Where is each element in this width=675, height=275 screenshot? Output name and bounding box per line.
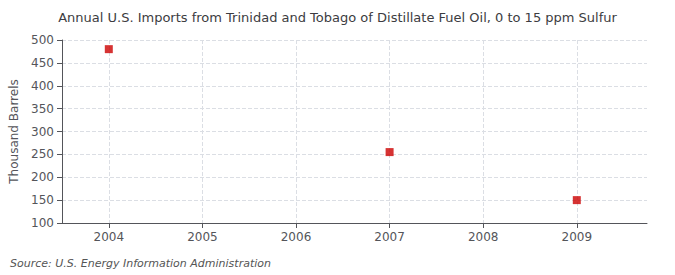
svg-text:2008: 2008	[468, 230, 499, 244]
svg-text:2005: 2005	[187, 230, 218, 244]
svg-text:400: 400	[31, 79, 54, 93]
svg-text:Annual U.S. Imports from Trini: Annual U.S. Imports from Trinidad and To…	[58, 10, 617, 25]
svg-text:500: 500	[31, 33, 54, 47]
svg-text:2006: 2006	[281, 230, 312, 244]
svg-text:150: 150	[31, 193, 54, 207]
svg-text:300: 300	[31, 125, 54, 139]
svg-text:Source: U.S. Energy Informatio: Source: U.S. Energy Information Administ…	[10, 257, 271, 270]
svg-text:350: 350	[31, 102, 54, 116]
svg-text:200: 200	[31, 170, 54, 184]
svg-text:450: 450	[31, 56, 54, 70]
svg-text:2007: 2007	[374, 230, 405, 244]
svg-text:2009: 2009	[562, 230, 593, 244]
svg-text:Thousand Barrels: Thousand Barrels	[7, 79, 21, 184]
svg-text:2004: 2004	[94, 230, 125, 244]
svg-text:250: 250	[31, 147, 54, 161]
svg-text:100: 100	[31, 216, 54, 230]
